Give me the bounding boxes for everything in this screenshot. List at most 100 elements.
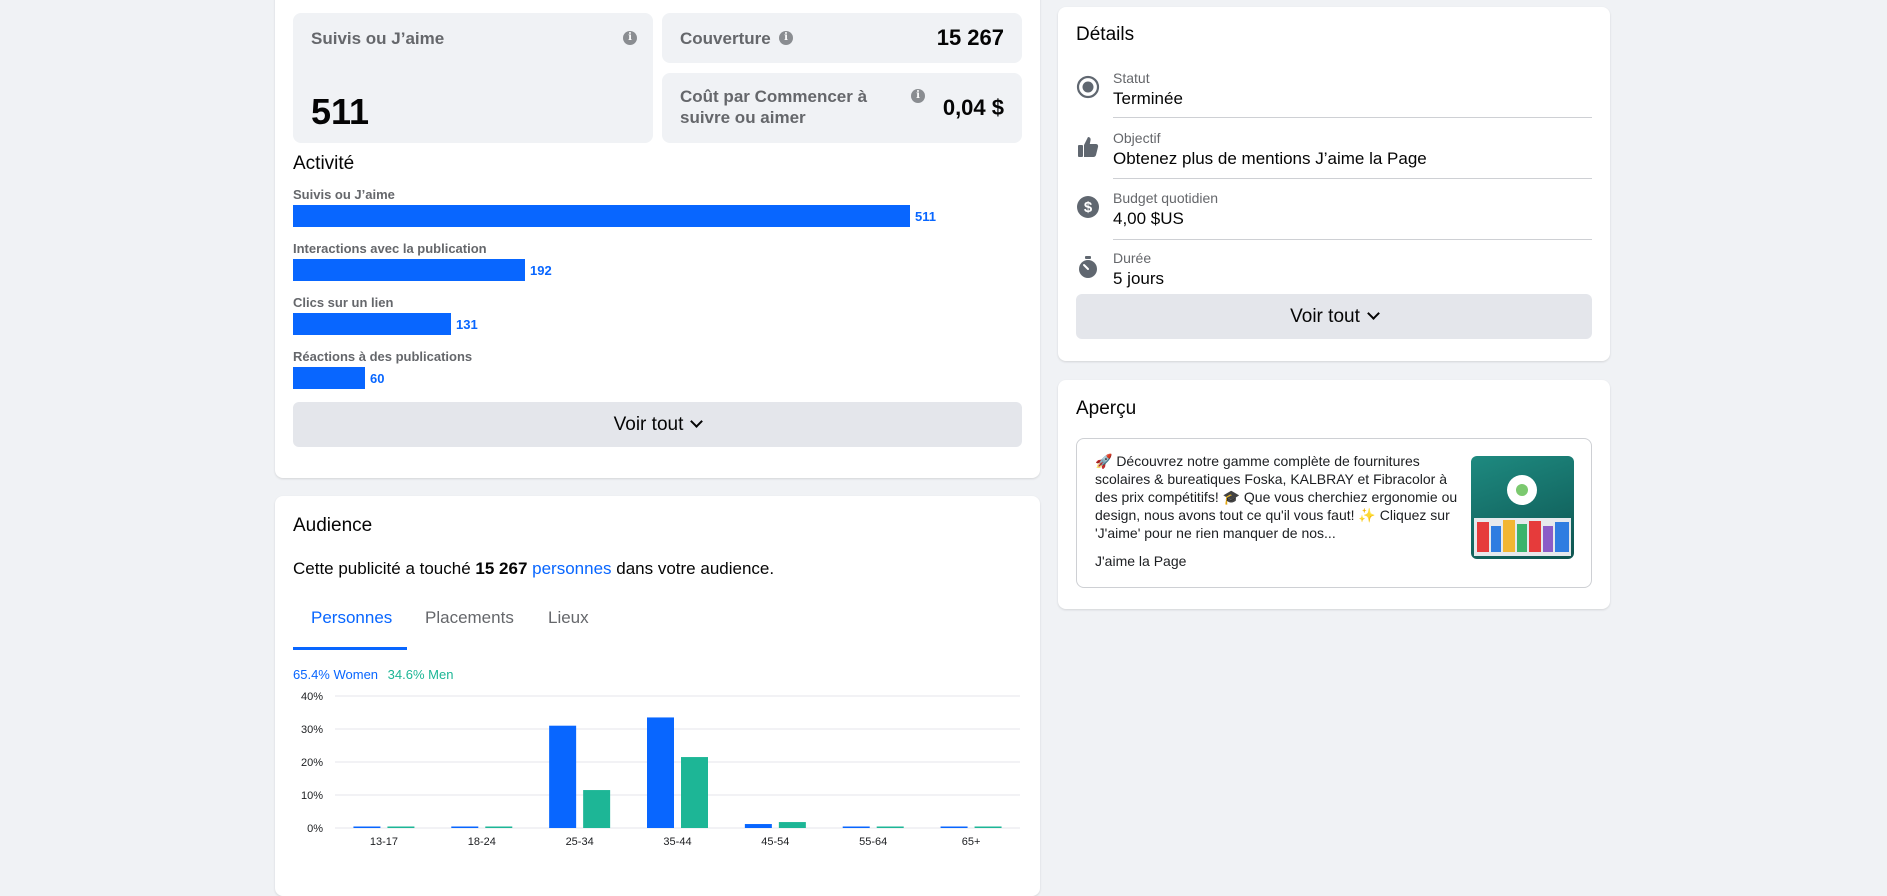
audience-title: Audience (293, 515, 373, 536)
bar-men-13-17[interactable] (387, 826, 415, 829)
bar-women-45-54[interactable] (744, 824, 772, 828)
legend-men: 34.6% Men (387, 667, 454, 682)
detail-label: Budget quotidien (1113, 190, 1219, 206)
bar-men-55-64[interactable] (876, 826, 904, 829)
status-radio-icon (1076, 75, 1100, 99)
activity-see-all-button[interactable]: Voir tout (293, 402, 1022, 447)
see-all-label: Voir tout (613, 414, 684, 435)
detail-row-objective: Objectif Obtenez plus de mentions J’aime… (1058, 124, 1610, 184)
detail-row-duration: Durée 5 jours (1058, 246, 1610, 306)
activity-bar (293, 313, 451, 335)
cost-value: 0,04 $ (942, 95, 1004, 120)
stopwatch-icon (1079, 256, 1097, 278)
detail-row-status: Statut Terminée (1058, 63, 1610, 123)
preview-title: Aperçu (1076, 398, 1137, 419)
x-tick-label: 25-34 (566, 836, 594, 848)
activity-bar (293, 367, 365, 389)
activity-bar (293, 205, 910, 227)
bar-women-55-64[interactable] (842, 826, 870, 829)
info-icon[interactable]: i (779, 31, 793, 45)
details-see-all-button[interactable]: Voir tout (1076, 294, 1592, 339)
bar-women-25-34[interactable] (549, 725, 577, 828)
activity-value: 60 (370, 371, 385, 386)
detail-row-budget: $ Budget quotidien 4,00 $US (1058, 185, 1610, 245)
details-title: Détails (1076, 24, 1135, 45)
y-tick-label: 40% (301, 691, 323, 703)
divider (1113, 178, 1592, 179)
details-card: Détails Statut Terminée Objectif Obtenez… (1058, 7, 1610, 361)
tab-placements[interactable]: Placements (425, 608, 514, 627)
activity-title: Activité (293, 153, 355, 174)
bar-women-35-44[interactable] (647, 717, 674, 828)
age-gender-chart: 40% 30% 20% 10% 0% 13-17 18-24 25-34 35-44 45-54 5… (301, 691, 1020, 848)
bar-men-25-34[interactable] (583, 790, 611, 828)
bar-men-18-24[interactable] (485, 826, 513, 829)
bar-women-65+[interactable] (940, 826, 968, 829)
ad-preview-box[interactable]: 🚀 Découvrez notre gamme complète de four… (1076, 438, 1592, 588)
y-tick-label: 10% (301, 790, 323, 802)
bar-men-65+[interactable] (974, 826, 1002, 829)
info-icon[interactable]: i (623, 31, 637, 45)
y-tick-label: 30% (301, 724, 323, 736)
audience-sentence-post: dans votre audience. (611, 559, 775, 578)
activity-label: Clics sur un lien (293, 295, 394, 310)
follows-stat: Suivis ou J’aime i 511 (293, 13, 653, 143)
detail-value: 5 jours (1113, 269, 1165, 288)
active-tab-indicator (293, 647, 407, 650)
audience-people-link[interactable]: personnes (532, 559, 612, 578)
chevron-down-icon (1366, 307, 1380, 320)
divider (1113, 117, 1592, 118)
activity-value: 192 (530, 263, 552, 278)
bar-men-35-44[interactable] (681, 757, 708, 828)
chevron-down-icon (690, 415, 704, 428)
thumbs-up-icon (1078, 137, 1099, 157)
activity-bar (293, 259, 525, 281)
y-tick-label: 0% (307, 823, 323, 835)
see-all-label: Voir tout (1290, 306, 1360, 327)
activity-value: 131 (456, 317, 478, 332)
ad-text: 🚀 Découvrez notre gamme complète de four… (1095, 453, 1458, 541)
x-tick-label: 55-64 (859, 836, 887, 848)
activity-label: Interactions avec la publication (293, 241, 487, 256)
x-tick-label: 18-24 (468, 836, 496, 848)
audience-sentence-pre: Cette publicité a touché (293, 559, 476, 578)
x-tick-label: 65+ (962, 836, 981, 848)
bar-women-18-24[interactable] (451, 826, 479, 829)
dollar-icon: $ (1077, 196, 1099, 218)
divider (1113, 239, 1592, 240)
detail-label: Statut (1113, 70, 1150, 86)
reach-stat: Couverture i 15 267 (662, 13, 1022, 63)
follows-label: Suivis ou J’aime (311, 29, 445, 48)
audience-card: Audience Cette publicité a touché 15 267… (275, 496, 1040, 896)
detail-label: Durée (1113, 250, 1152, 266)
activity-label: Suivis ou J’aime (293, 187, 395, 202)
follows-value: 511 (311, 91, 370, 132)
svg-text:$: $ (1084, 199, 1093, 216)
audience-count: 15 267 (475, 559, 528, 578)
tab-lieux[interactable]: Lieux (548, 608, 589, 627)
x-tick-label: 35-44 (663, 836, 691, 848)
detail-value: Obtenez plus de mentions J’aime la Page (1113, 149, 1427, 168)
gender-legend: 65.4% Women 34.6% Men (293, 667, 453, 682)
legend-women: 65.4% Women (293, 667, 379, 682)
activity-value: 511 (915, 209, 936, 224)
reach-value: 15 267 (936, 25, 1004, 50)
ad-thumbnail-image (1474, 475, 1571, 556)
cost-label: Coût par Commencer à suivre ou aimer (680, 87, 868, 127)
ad-thumbnail (1471, 456, 1574, 559)
tab-personnes[interactable]: Personnes (311, 608, 393, 627)
activity-label: Réactions à des publications (293, 349, 473, 364)
y-tick-label: 20% (301, 757, 323, 769)
x-tick-label: 45-54 (761, 836, 789, 848)
reach-label: Couverture (680, 29, 771, 48)
detail-value: 4,00 $US (1113, 209, 1184, 228)
preview-card: Aperçu 🚀 Découvrez notre gamme complète … (1058, 380, 1610, 609)
ad-cta: J'aime la Page (1095, 553, 1187, 569)
cost-stat: Coût par Commencer à suivre ou aimer i 0… (662, 73, 1022, 143)
info-icon[interactable]: i (911, 89, 925, 103)
audience-sentence: Cette publicité a touché 15 267 personne… (293, 559, 774, 579)
results-card: Suivis ou J’aime i 511 Couverture i 15 2… (275, 0, 1040, 478)
bar-men-45-54[interactable] (778, 822, 806, 828)
detail-value: Terminée (1113, 89, 1183, 108)
bar-women-13-17[interactable] (353, 826, 381, 829)
